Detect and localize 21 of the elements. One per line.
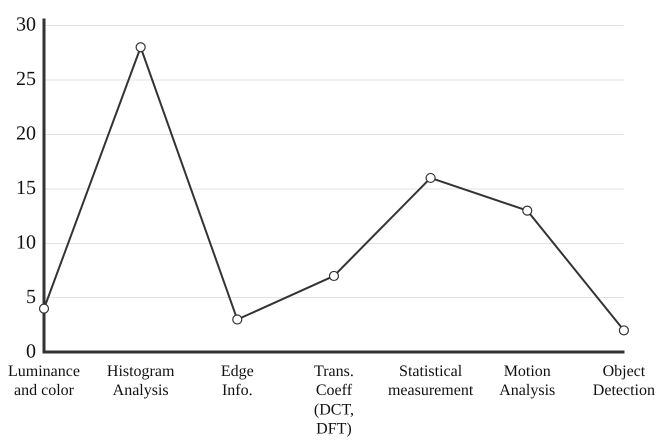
point bbox=[232, 314, 242, 325]
y-tick-label: 5 bbox=[26, 286, 36, 308]
y-tick-label: 0 bbox=[26, 340, 36, 362]
y-tick-label: 15 bbox=[16, 177, 36, 200]
x-tick-label: Histogram Analysis bbox=[106, 363, 175, 400]
x-tick-label: Trans. Coeff (DCT, DFT) bbox=[314, 363, 354, 438]
y-tick-label: 10 bbox=[16, 232, 36, 254]
x-tick-label: Statistical measurement bbox=[388, 363, 474, 400]
point bbox=[522, 206, 532, 216]
x-tick-label: Edge Info. bbox=[220, 363, 254, 400]
point bbox=[136, 42, 146, 52]
point bbox=[38, 304, 50, 314]
x-tick-label: Object Detection bbox=[592, 363, 656, 400]
point bbox=[618, 325, 630, 336]
y-tick-label: 30 bbox=[16, 14, 36, 36]
point bbox=[328, 270, 340, 282]
point bbox=[426, 172, 436, 184]
x-tick-label: Motion Analysis bbox=[499, 363, 556, 400]
y-tick-label: 20 bbox=[16, 122, 36, 145]
x-tick-label: Luminance and color bbox=[8, 363, 80, 400]
y-tick-label: 25 bbox=[16, 68, 36, 90]
